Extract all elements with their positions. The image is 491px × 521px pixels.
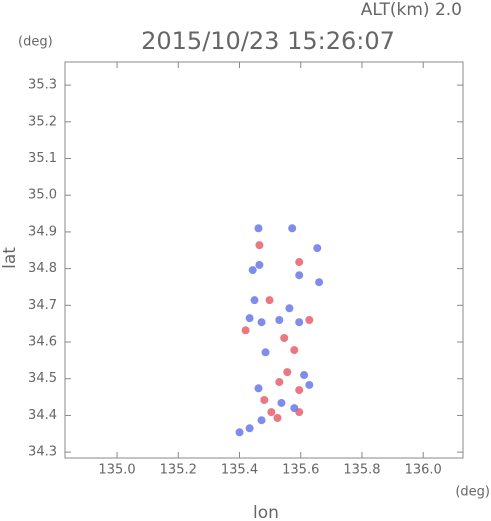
echo-point — [241, 326, 250, 335]
echo-point — [267, 408, 276, 417]
y-tick-label: 34.8 — [28, 261, 57, 276]
y-tick-label: 35.3 — [28, 78, 57, 93]
echo-point — [290, 404, 299, 413]
echo-point — [277, 398, 286, 407]
x-tick-label: 135.2 — [160, 463, 197, 478]
y-tick-label: 35.2 — [28, 114, 57, 129]
chart-title: 2015/10/23 15:26:07 — [141, 27, 395, 55]
y-tick-label: 34.5 — [28, 371, 57, 386]
x-tick-label: 135.4 — [221, 463, 258, 478]
x-unit: (deg) — [455, 485, 490, 500]
echo-point — [305, 380, 314, 389]
y-tick-label: 34.7 — [28, 298, 57, 313]
echo-point — [250, 296, 259, 305]
y-tick-label: 35.1 — [28, 151, 57, 166]
echo-point — [254, 384, 263, 393]
echo-point — [275, 316, 284, 325]
echo-point — [295, 258, 304, 267]
echo-point — [300, 371, 309, 380]
echo-point — [248, 266, 257, 275]
echo-point — [265, 296, 274, 305]
plot-frame — [64, 61, 464, 459]
echo-point — [257, 416, 266, 425]
y-tick-label: 34.6 — [28, 335, 57, 350]
y-tick-label: 34.9 — [28, 224, 57, 239]
echo-point — [273, 413, 282, 422]
echo-point — [283, 368, 292, 377]
x-tick-label: 135.6 — [282, 463, 319, 478]
echo-point — [254, 224, 263, 233]
echo-point — [261, 348, 270, 357]
echo-point — [305, 316, 314, 325]
echo-point — [285, 304, 294, 313]
altitude-label: ALT(km) 2.0 — [361, 0, 462, 20]
x-tick-label: 135.0 — [98, 463, 135, 478]
echo-point — [295, 271, 304, 280]
echo-point — [245, 314, 254, 323]
y-unit: (deg) — [18, 35, 53, 50]
echo-point — [288, 224, 297, 233]
echo-point — [290, 346, 299, 355]
echo-point — [235, 428, 244, 437]
echo-point — [315, 278, 324, 287]
y-tick-label: 35.0 — [28, 188, 57, 203]
echo-point — [257, 318, 266, 327]
echo-point — [295, 318, 304, 327]
echo-point — [255, 241, 264, 250]
echo-point — [280, 333, 289, 342]
echo-point — [295, 386, 304, 395]
x-tick-label: 135.8 — [343, 463, 380, 478]
echo-point — [245, 424, 254, 433]
echo-point — [255, 260, 264, 269]
echo-point — [313, 244, 322, 253]
x-axis-label: lon — [253, 503, 279, 521]
y-tick-label: 34.4 — [28, 408, 57, 423]
echo-point — [260, 396, 269, 405]
echo-point — [275, 378, 284, 387]
y-axis-label: lat — [0, 247, 20, 269]
x-tick-label: 136.0 — [405, 463, 442, 478]
y-tick-label: 34.3 — [28, 445, 57, 460]
